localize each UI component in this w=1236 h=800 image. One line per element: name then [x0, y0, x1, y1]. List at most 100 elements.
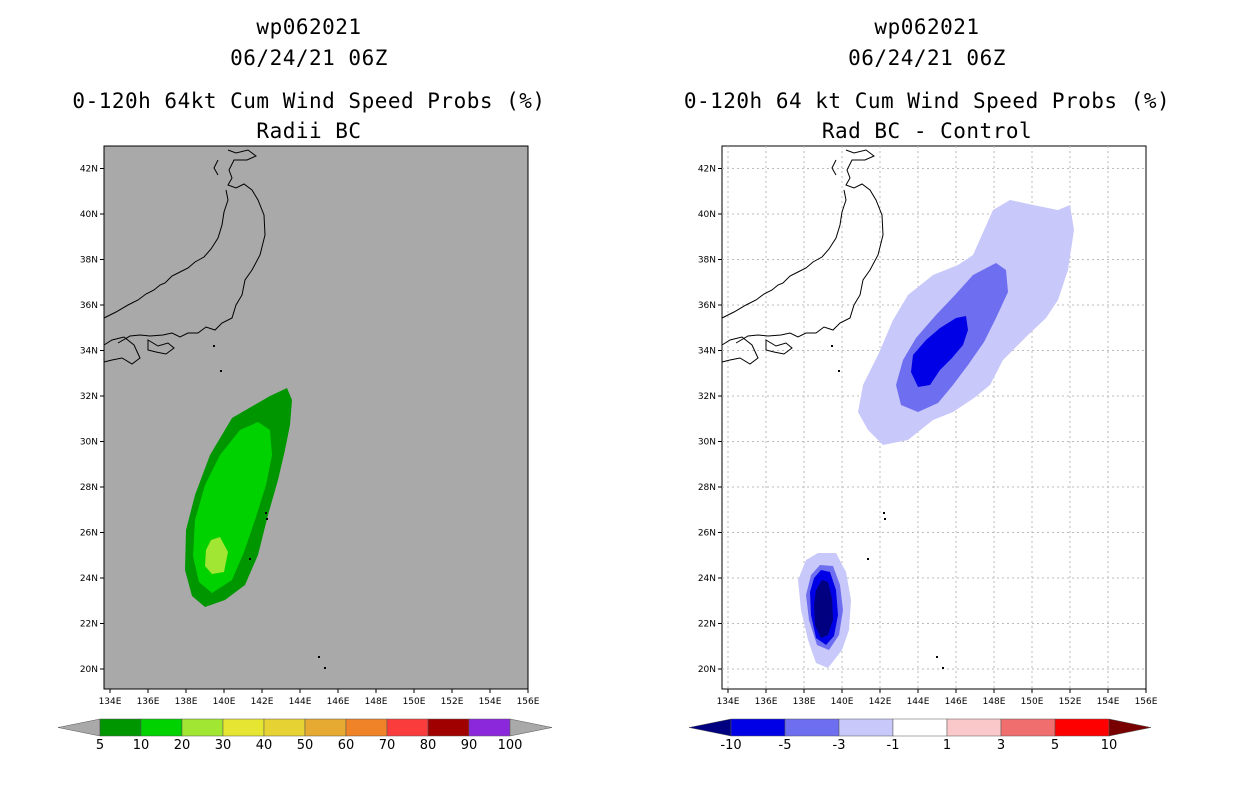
- colorbar-segment: [222, 718, 265, 737]
- lon-tick-label: 146E: [327, 697, 350, 707]
- lat-tick-label: 30N: [698, 438, 716, 448]
- lat-tick-label: 28N: [698, 483, 716, 493]
- subtitle: Radii BC: [256, 119, 362, 143]
- colorbar-label: 100: [498, 738, 523, 753]
- left-map-svg: 134E 136E 138E 140E 142E 144E 146E 148E 150E 152E…: [57, 145, 553, 753]
- colorbar-label: -10: [720, 738, 741, 753]
- lat-tick-label: 38N: [698, 256, 716, 266]
- colorbar-segment: [181, 718, 224, 737]
- colorbar-segment: [263, 718, 306, 737]
- lon-tick-label: 154E: [479, 697, 502, 707]
- lon-tick-label: 154E: [1097, 697, 1120, 707]
- colorbar-segment: [730, 718, 786, 737]
- lon-tick-label: 144E: [907, 697, 930, 707]
- lat-tick-label: 22N: [80, 620, 98, 630]
- colorbar-under-arrow: [57, 718, 101, 737]
- colorbar-label: 90: [461, 738, 478, 753]
- colorbar-label: 40: [256, 738, 273, 753]
- lat-tick-label: 42N: [698, 165, 716, 175]
- colorbar-segment: [946, 718, 1002, 737]
- lon-tick-label: 136E: [137, 697, 160, 707]
- colorbar-label: 1: [943, 738, 951, 753]
- storm-id-title: wp062021: [874, 15, 980, 39]
- colorbar-segment: [140, 718, 183, 737]
- left-panel: wp062021 06/24/21 06Z 0-120h 64kt Cum Wi…: [57, 15, 553, 753]
- islands: [213, 345, 326, 669]
- lon-tick-label: 144E: [289, 697, 312, 707]
- colorbar-segment: [99, 718, 142, 737]
- colorbar-label: 5: [96, 738, 104, 753]
- lon-tick-label: 150E: [1021, 697, 1044, 707]
- lon-tick-label: 140E: [213, 697, 236, 707]
- product-title: 0-120h 64kt Cum Wind Speed Probs (%): [72, 89, 546, 113]
- colorbar-over-arrow: [509, 718, 553, 737]
- lat-tick-label: 42N: [80, 165, 98, 175]
- colorbar-segment: [304, 718, 347, 737]
- product-title: 0-120h 64 kt Cum Wind Speed Probs (%): [683, 89, 1171, 113]
- colorbar-label: 10: [1101, 738, 1118, 753]
- colorbar: 5 10 20 30 40 50 60 70 80 90 100: [57, 718, 553, 753]
- islands: [831, 345, 944, 669]
- colorbar-segment: [345, 718, 388, 737]
- subtitle: Rad BC - Control: [821, 119, 1033, 143]
- colorbar-segment: [468, 718, 511, 737]
- lon-tick-label: 156E: [517, 697, 540, 707]
- datetime-title: 06/24/21 06Z: [848, 46, 1006, 70]
- lat-tick-label: 38N: [80, 256, 98, 266]
- colorbar-label: 3: [997, 738, 1005, 753]
- difference-contours: [798, 200, 1074, 668]
- colorbar-segment: [386, 718, 429, 737]
- colorbar-label: 5: [1051, 738, 1059, 753]
- lat-tick-label: 26N: [698, 529, 716, 539]
- colorbar-label: 60: [338, 738, 355, 753]
- colorbar-segment: [784, 718, 840, 737]
- colorbar-over-arrow: [1108, 718, 1152, 737]
- lon-tick-label: 156E: [1135, 697, 1158, 707]
- contour-20-30: [205, 537, 228, 574]
- lat-tick-label: 28N: [80, 483, 98, 493]
- lat-tick-label: 24N: [80, 574, 98, 584]
- axis-ticks: 134E 136E 138E 140E 142E 144E 146E 148E 150E 152E…: [80, 165, 540, 708]
- storm-id-title: wp062021: [256, 15, 362, 39]
- lon-tick-label: 152E: [441, 697, 464, 707]
- lat-tick-label: 36N: [80, 301, 98, 311]
- lat-tick-label: 26N: [80, 529, 98, 539]
- colorbar-under-arrow: [688, 718, 732, 737]
- colorbar-label: -5: [779, 738, 792, 753]
- south-contour-minus10: [814, 580, 833, 638]
- lon-tick-label: 148E: [983, 697, 1006, 707]
- lon-tick-label: 138E: [175, 697, 198, 707]
- lon-tick-label: 134E: [717, 697, 740, 707]
- contour-minus5-minus10: [911, 316, 968, 387]
- axis-ticks: 134E 136E 138E 140E 142E 144E 146E 148E 150E 152E…: [698, 165, 1158, 708]
- lat-tick-label: 32N: [80, 392, 98, 402]
- colorbar-label: -3: [833, 738, 846, 753]
- lat-tick-label: 34N: [698, 347, 716, 357]
- colorbar-label: 20: [174, 738, 191, 753]
- lat-tick-label: 32N: [698, 392, 716, 402]
- lat-tick-label: 30N: [80, 438, 98, 448]
- lat-tick-label: 20N: [80, 665, 98, 675]
- lon-tick-label: 140E: [831, 697, 854, 707]
- colorbar-segment: [892, 718, 948, 737]
- lon-tick-label: 134E: [99, 697, 122, 707]
- colorbar-label: 50: [297, 738, 314, 753]
- lon-tick-label: 142E: [251, 697, 274, 707]
- colorbar-label: -1: [887, 738, 900, 753]
- datetime-title: 06/24/21 06Z: [230, 46, 388, 70]
- lat-tick-label: 36N: [698, 301, 716, 311]
- colorbar-label: 80: [420, 738, 437, 753]
- colorbar-label: 10: [133, 738, 150, 753]
- colorbar: -10 -5 -3 -1 1 3 5 10: [688, 718, 1152, 753]
- colorbar-segment: [1000, 718, 1056, 737]
- lat-tick-label: 34N: [80, 347, 98, 357]
- right-panel: wp062021 06/24/21 06Z 0-120h 64 kt Cum W…: [618, 0, 1236, 800]
- colorbar-segment: [427, 718, 470, 737]
- coastline: [721, 149, 884, 365]
- lon-tick-label: 148E: [365, 697, 388, 707]
- colorbar-label: 30: [215, 738, 232, 753]
- colorbar-segment: [1054, 718, 1110, 737]
- lat-tick-label: 24N: [698, 574, 716, 584]
- lon-tick-label: 152E: [1059, 697, 1082, 707]
- lat-tick-label: 40N: [698, 210, 716, 220]
